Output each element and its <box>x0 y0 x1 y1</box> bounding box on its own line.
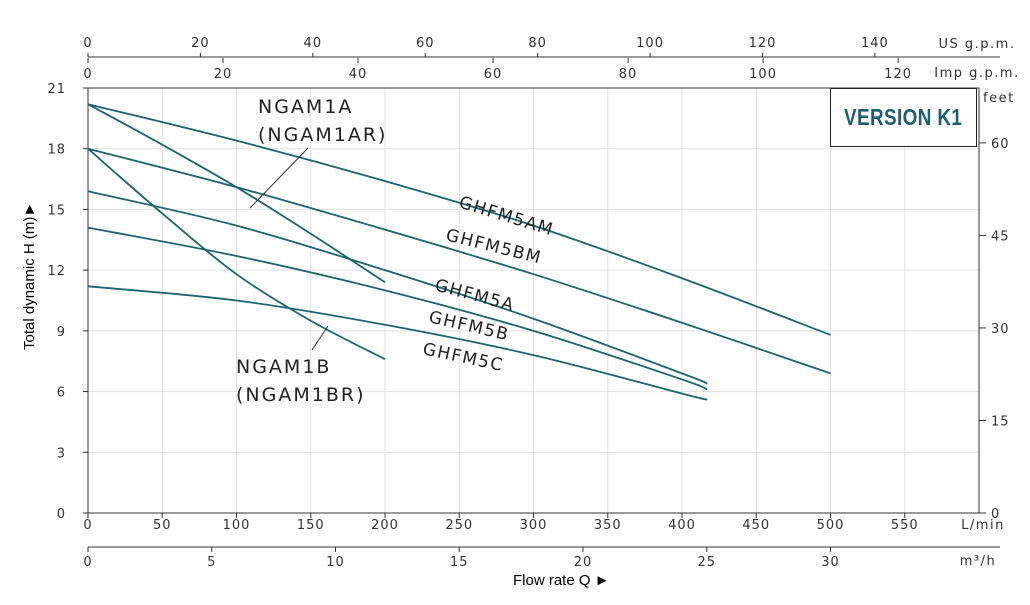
m3h-tick-label: 30 <box>821 555 840 570</box>
series-line-ngam1a <box>87 103 386 284</box>
series-line-ghfm5b <box>87 226 708 391</box>
imp-gpm-tick-label: 40 <box>349 67 368 82</box>
series-line-ngam1b <box>87 148 386 360</box>
imp-gpm-unit-label: Imp g.p.m. <box>934 66 1019 81</box>
label-ngam1ar: (NGAM1AR) <box>258 124 387 146</box>
imp-gpm-tick-label: 120 <box>884 67 912 82</box>
us-gpm-tick-label: 20 <box>191 36 210 51</box>
imp-gpm-tick-label: 20 <box>214 67 233 82</box>
us-gpm-tick-label: 100 <box>636 36 664 51</box>
y-tick-label: 9 <box>57 325 66 340</box>
y-tick-label: 12 <box>47 264 66 279</box>
us-gpm-tick-label: 40 <box>304 36 323 51</box>
us-gpm-tick-label: 60 <box>416 36 435 51</box>
x-tick-label: 350 <box>594 518 622 533</box>
m3h-unit-label: m³/h <box>960 554 997 569</box>
y-tick-label: 15 <box>47 203 66 218</box>
us-gpm-tick-label: 120 <box>749 36 777 51</box>
feet-tick-label: 45 <box>991 229 1010 244</box>
y-tick-label: 6 <box>57 386 66 401</box>
x-tick-label: 400 <box>668 518 696 533</box>
label-ngam1br: (NGAM1BR) <box>236 384 365 406</box>
us-gpm-tick-label: 140 <box>861 36 889 51</box>
m3h-tick-label: 10 <box>326 555 345 570</box>
m3h-tick-label: 20 <box>574 555 593 570</box>
x-tick-label: 50 <box>153 518 172 533</box>
m3h-tick-label: 5 <box>207 555 216 570</box>
us-gpm-unit-label: US g.p.m. <box>939 37 1016 52</box>
us-gpm-tick-label: 0 <box>83 36 92 51</box>
y-axis-title: Total dynamic H (m)► <box>21 202 38 350</box>
leader-ngam1b <box>311 325 329 351</box>
series-line-ghfm5am <box>87 103 831 336</box>
x-tick-label: 150 <box>297 518 325 533</box>
us-gpm-tick-label: 80 <box>528 36 547 51</box>
leader-ngam1a <box>249 147 309 209</box>
y-tick-label: 18 <box>47 143 66 158</box>
m3h-tick-label: 25 <box>697 555 716 570</box>
feet-unit-label: feet <box>983 91 1015 106</box>
version-badge: VERSION K1 <box>830 88 977 147</box>
feet-tick-label: 60 <box>991 137 1010 152</box>
imp-gpm-tick-label: 100 <box>749 67 777 82</box>
label-ghfm5c: GHFM5C <box>421 339 505 376</box>
label-ngam1a: NGAM1A <box>258 96 353 118</box>
y-tick-label: 3 <box>57 446 66 461</box>
axes <box>83 53 1000 552</box>
imp-gpm-tick-label: 0 <box>83 67 92 82</box>
version-text: VERSION K1 <box>844 104 963 130</box>
x-tick-label: 450 <box>742 518 770 533</box>
m3h-tick-label: 0 <box>83 555 92 570</box>
x-tick-label: 300 <box>520 518 548 533</box>
y-tick-label: 21 <box>47 82 66 97</box>
grid <box>88 88 979 513</box>
label-ngam1b: NGAM1B <box>236 356 331 378</box>
m3h-tick-label: 15 <box>450 555 469 570</box>
x-tick-label: 0 <box>83 518 92 533</box>
series-lines <box>87 103 831 401</box>
series-line-ghfm5c <box>87 285 708 401</box>
x-unit-label: L/min <box>961 518 1005 533</box>
x-tick-label: 550 <box>891 518 919 533</box>
x-tick-label: 250 <box>445 518 473 533</box>
imp-gpm-tick-label: 80 <box>619 67 638 82</box>
feet-tick-label: 30 <box>991 322 1010 337</box>
feet-tick-label: 15 <box>991 414 1010 429</box>
y-tick-label: 0 <box>57 507 66 522</box>
x-axis-title: Flow rate Q ► <box>513 572 610 589</box>
series-line-ghfm5a <box>87 190 708 385</box>
x-tick-label: 200 <box>371 518 399 533</box>
feet-tick-label: 0 <box>991 507 1000 522</box>
imp-gpm-tick-label: 60 <box>484 67 503 82</box>
series-line-ghfm5bm <box>87 147 831 375</box>
x-tick-label: 100 <box>223 518 251 533</box>
x-tick-label: 500 <box>817 518 845 533</box>
series-labels: GHFM5AM GHFM5BM GHFM5A GHFM5B GHFM5C NGA… <box>236 96 556 406</box>
